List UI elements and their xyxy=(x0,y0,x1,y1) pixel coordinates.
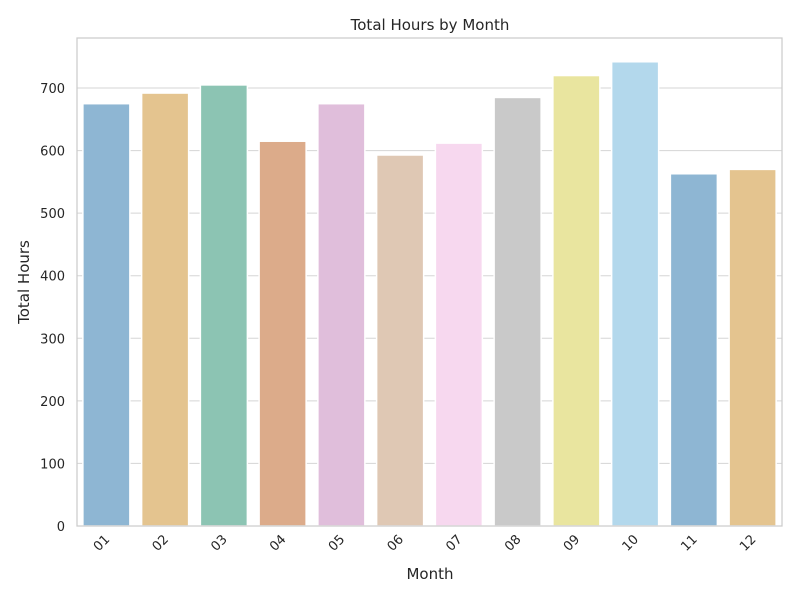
bar-01 xyxy=(82,102,131,527)
y-tick-label: 200 xyxy=(40,395,65,410)
y-tick-label: 300 xyxy=(40,332,65,347)
grid-lines xyxy=(77,87,782,527)
y-tick-label: 600 xyxy=(40,145,65,160)
bar-06 xyxy=(375,154,425,527)
x-tick-label: 08 xyxy=(502,532,524,554)
x-axis-label: Month xyxy=(406,565,453,583)
y-axis-label: Total Hours xyxy=(15,240,33,325)
x-tick-label: 01 xyxy=(91,532,113,554)
bars xyxy=(82,61,777,527)
y-tick-label: 0 xyxy=(57,520,65,535)
x-tick-label: 03 xyxy=(208,532,230,554)
x-tick-label: 10 xyxy=(620,532,642,554)
x-tick-label: 02 xyxy=(150,532,172,554)
x-tick-label: 04 xyxy=(267,532,289,554)
x-tick-label: 07 xyxy=(443,532,465,554)
y-tick-labels: 0 100 200 300 400 500 600 700 xyxy=(40,82,65,535)
x-tick-labels: 01 02 03 04 05 06 07 08 09 10 11 12 xyxy=(91,532,760,554)
bar-07 xyxy=(434,142,484,527)
bar-05 xyxy=(317,102,366,527)
x-tick-label: 12 xyxy=(737,532,759,554)
x-tick-label: 05 xyxy=(326,532,348,554)
y-tick-label: 400 xyxy=(40,270,65,285)
bar-09 xyxy=(552,74,601,527)
bar-02 xyxy=(140,92,190,527)
y-tick-label: 700 xyxy=(40,82,65,97)
bar-04 xyxy=(258,140,307,527)
plot-frame xyxy=(76,37,783,527)
bar-11 xyxy=(669,173,719,527)
x-tick-label: 09 xyxy=(561,532,583,554)
bar-03 xyxy=(199,84,249,527)
chart-title: Total Hours by Month xyxy=(350,16,510,34)
bar-12 xyxy=(728,168,777,527)
x-tick-label: 11 xyxy=(678,532,700,554)
x-tick-label: 06 xyxy=(385,532,407,554)
y-tick-label: 100 xyxy=(40,457,65,472)
bar-10 xyxy=(610,61,660,527)
y-tick-label: 500 xyxy=(40,207,65,222)
bar-08 xyxy=(493,96,542,527)
